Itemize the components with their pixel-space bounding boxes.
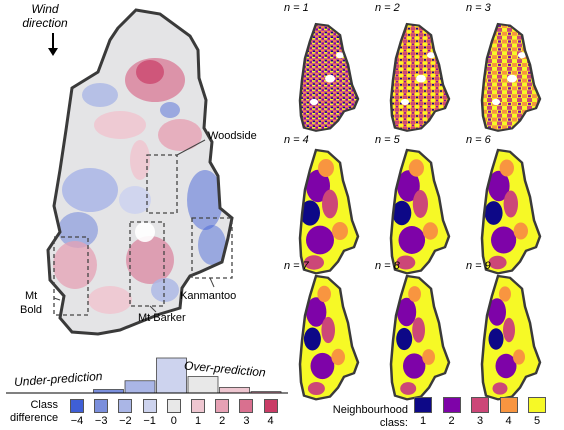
neigh-tick-label: 1 <box>419 415 427 427</box>
neigh-legend-title-line1: Neighbourhood <box>332 404 408 416</box>
class-swatch <box>70 399 84 413</box>
wind-label-line2: direction <box>22 16 68 30</box>
neigh-legend-title: Neighbourhood class: <box>318 404 408 430</box>
histogram-bar-class-0 <box>187 376 219 394</box>
neigh-swatch <box>528 397 546 413</box>
wind-label-line1: Wind <box>31 2 59 16</box>
class-tick-label: −1 <box>143 415 156 427</box>
class-tick-label: 0 <box>170 415 177 427</box>
class-swatch <box>191 399 205 413</box>
town-mtbarker: Mt Barker <box>138 312 186 324</box>
neighbourhood-map-panel <box>298 274 360 401</box>
class-legend-title: Class difference <box>10 399 58 425</box>
histogram-bar-class--3 <box>93 389 124 394</box>
neigh-swatch <box>414 397 432 413</box>
panel-label: n = 2 <box>375 2 400 14</box>
class-legend-title-line1: Class <box>30 399 58 411</box>
neigh-legend-title-line2: class: <box>379 417 408 429</box>
panel-label: n = 8 <box>375 260 400 272</box>
neighbourhood-map-panel <box>480 274 542 401</box>
neighbourhood-map-panel <box>389 274 451 401</box>
wind-arrow-icon <box>48 33 58 56</box>
neigh-tick-label: 5 <box>533 415 541 427</box>
class-tick-label: 2 <box>219 415 226 427</box>
town-woodside: Woodside <box>208 130 257 142</box>
panel-label: n = 1 <box>284 2 309 14</box>
town-mtbold-line1: Mt <box>25 290 38 302</box>
class-tick-label: −3 <box>94 415 108 427</box>
class-tick-label: 4 <box>267 415 274 427</box>
neigh-swatch <box>471 397 489 413</box>
class-swatch <box>215 399 230 413</box>
histogram-bar-class--2 <box>124 380 156 394</box>
class-tick-label: −4 <box>70 415 84 427</box>
neigh-swatch <box>442 397 461 413</box>
class-tick-label: 1 <box>194 415 202 427</box>
class-swatch <box>118 399 133 413</box>
histogram-bar-class-1 <box>219 386 250 394</box>
class-swatch <box>94 399 109 413</box>
town-kanmantoo: Kanmantoo <box>180 290 237 302</box>
neigh-tick-label: 3 <box>476 415 484 427</box>
panel-label: n = 7 <box>284 260 309 272</box>
wind-label: Wind direction <box>20 2 70 30</box>
histogram-bar-class--1 <box>156 357 187 394</box>
panel-label: n = 5 <box>375 134 400 146</box>
class-tick-label: 3 <box>243 415 250 427</box>
panel-label: n = 9 <box>466 260 491 272</box>
class-legend-title-line2: difference <box>10 412 59 424</box>
class-swatch <box>142 399 157 413</box>
neigh-tick-label: 2 <box>448 415 455 427</box>
panel-label: n = 4 <box>284 134 309 146</box>
neigh-tick-label: 4 <box>505 415 512 427</box>
class-swatch <box>166 399 181 413</box>
neighbourhood-map-panel <box>480 22 542 133</box>
class-tick-label: −2 <box>119 415 132 427</box>
panel-label: n = 6 <box>466 134 491 146</box>
neighbourhood-map-panel <box>389 22 451 133</box>
neigh-swatch <box>499 397 518 413</box>
panel-label: n = 3 <box>466 2 491 14</box>
town-mtbold-line2: Bold <box>20 304 43 316</box>
difference-map <box>46 8 234 336</box>
neighbourhood-map-panel <box>298 22 360 133</box>
class-swatch <box>263 399 278 413</box>
class-swatch <box>239 399 254 413</box>
